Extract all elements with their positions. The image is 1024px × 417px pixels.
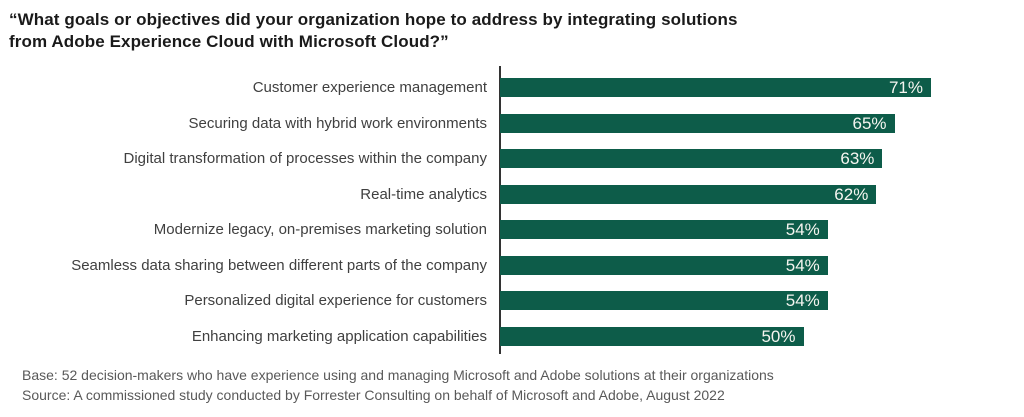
bar: 54%: [500, 220, 828, 240]
chart-title: “What goals or objectives did your organ…: [9, 10, 738, 51]
chart-row: Digital transformation of processes with…: [0, 141, 1024, 177]
bar: 54%: [500, 291, 828, 311]
category-label: Modernize legacy, on-premises marketing …: [153, 221, 487, 239]
chart-row: Customer experience management 71%: [0, 70, 1024, 106]
category-label: Securing data with hybrid work environme…: [188, 114, 487, 132]
category-label: Personalized digital experience for cust…: [184, 292, 487, 310]
bar: 63%: [500, 149, 883, 169]
value-label: 54%: [785, 255, 820, 275]
chart-row: Modernize legacy, on-premises marketing …: [0, 212, 1024, 248]
value-label: 62%: [834, 184, 869, 204]
value-label: 63%: [840, 149, 875, 169]
category-axis-line: [499, 66, 501, 354]
category-label: Customer experience management: [252, 79, 487, 97]
footer-source-note: Source: A commissioned study conducted b…: [22, 387, 725, 403]
category-label: Digital transformation of processes with…: [123, 150, 487, 168]
chart-row: Securing data with hybrid work environme…: [0, 106, 1024, 142]
footer-base-note: Base: 52 decision-makers who have experi…: [22, 367, 774, 383]
chart-footer: Base: 52 decision-makers who have experi…: [22, 365, 774, 405]
bar: 54%: [500, 255, 828, 275]
value-label: 65%: [852, 113, 887, 133]
chart-row: Personalized digital experience for cust…: [0, 283, 1024, 319]
bar: 62%: [500, 184, 877, 204]
category-label: Real-time analytics: [360, 185, 487, 203]
bar-chart: Customer experience management 71% Secur…: [0, 70, 1024, 354]
chart-row: Seamless data sharing between different …: [0, 248, 1024, 284]
chart-row: Enhancing marketing application capabili…: [0, 319, 1024, 355]
bar: 71%: [500, 78, 931, 98]
category-label: Enhancing marketing application capabili…: [191, 327, 487, 345]
value-label: 71%: [888, 78, 923, 98]
value-label: 50%: [761, 326, 796, 346]
value-label: 54%: [785, 220, 820, 240]
chart-row: Real-time analytics 62%: [0, 177, 1024, 213]
value-label: 54%: [785, 291, 820, 311]
category-label: Seamless data sharing between different …: [71, 256, 487, 274]
bar: 50%: [500, 326, 804, 346]
bar: 65%: [500, 113, 895, 133]
